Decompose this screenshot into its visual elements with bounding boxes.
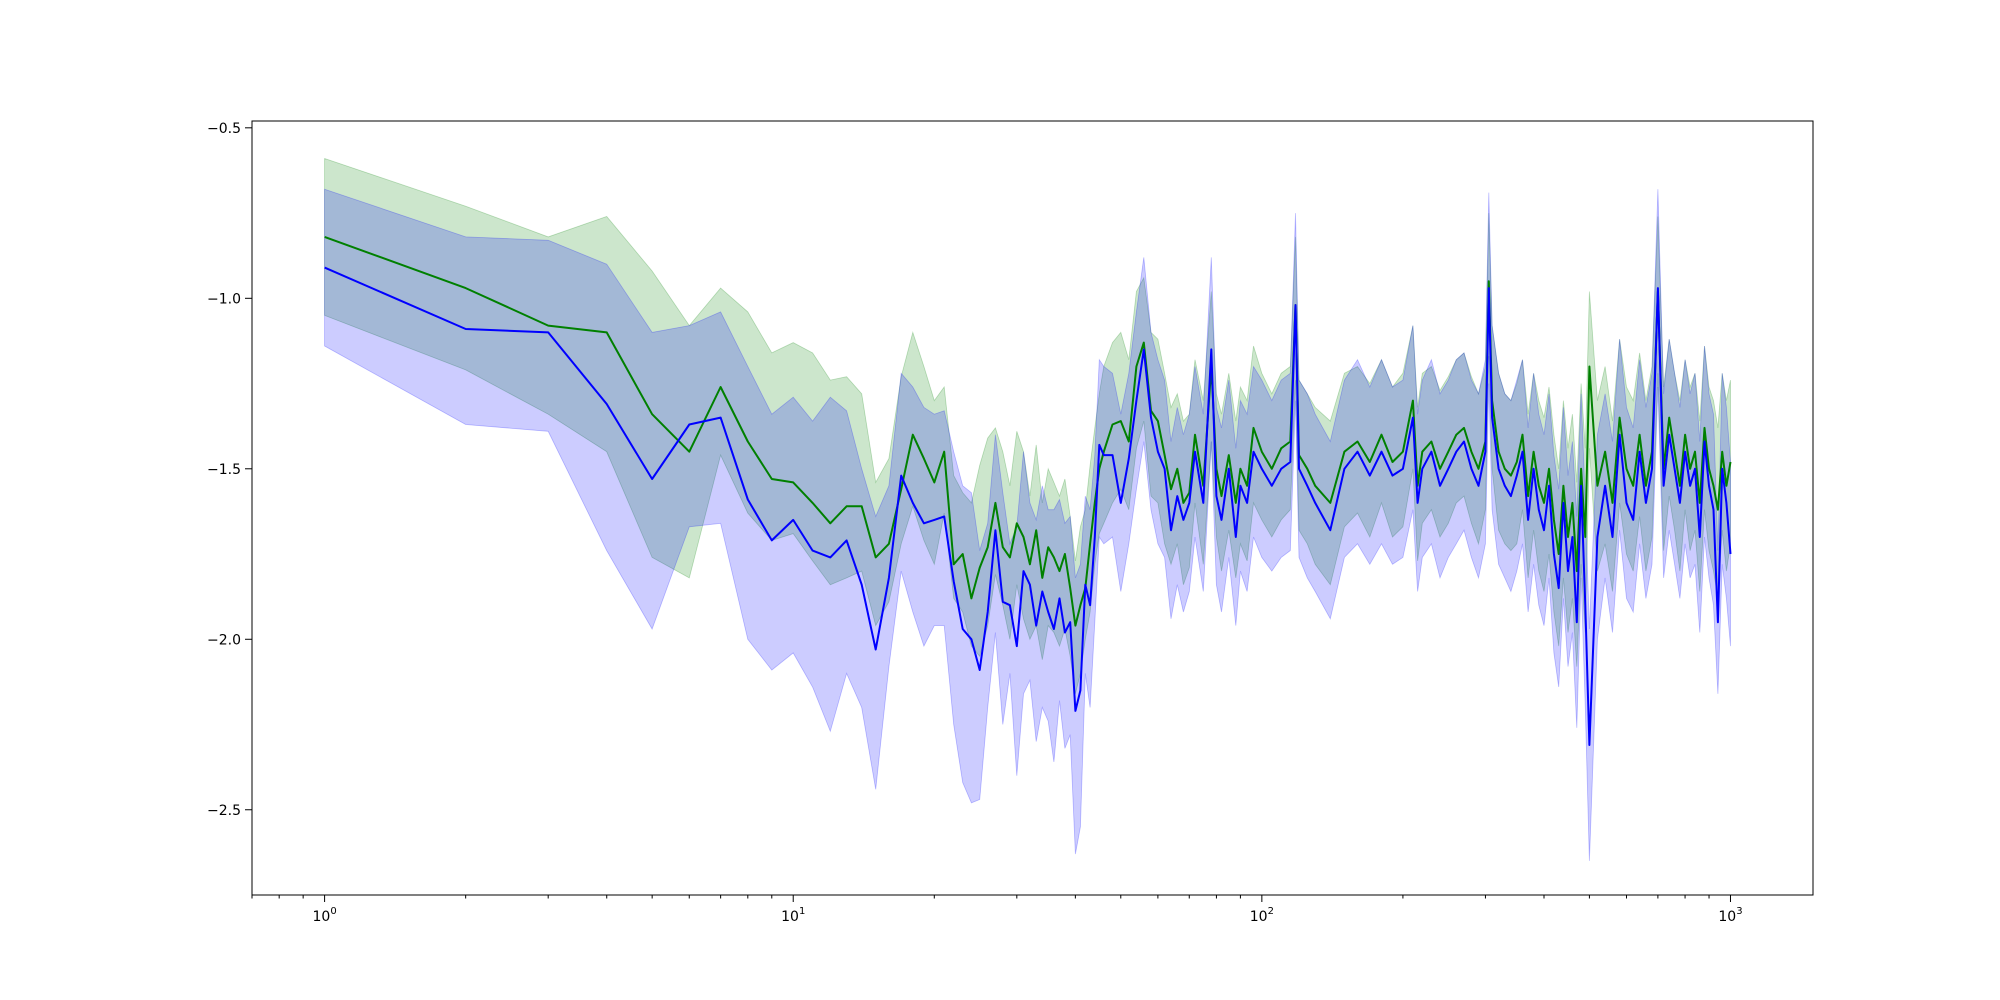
x-axis: 100 101 102 103 [251,895,1743,925]
y-tick-label: −1.0 [207,291,241,307]
series-2-band [324,188,1731,861]
series-2-line [324,266,1732,746]
series-lines [324,235,1732,746]
y-axis: −2.5 −2.0 −1.5 −1.0 −0.5 [207,121,252,819]
x-tick-label: 101 [781,906,805,925]
y-tick-label: −2.5 [207,803,241,819]
x-tick-label: 102 [1250,906,1274,925]
y-tick-label: −2.0 [207,632,241,648]
y-tick-label: −0.5 [207,121,241,137]
x-tick-label: 100 [312,906,336,925]
axes-frame [251,120,1814,896]
y-tick-label: −1.5 [207,462,241,478]
x-tick-label: 103 [1718,906,1742,925]
series-1-line [324,235,1732,627]
